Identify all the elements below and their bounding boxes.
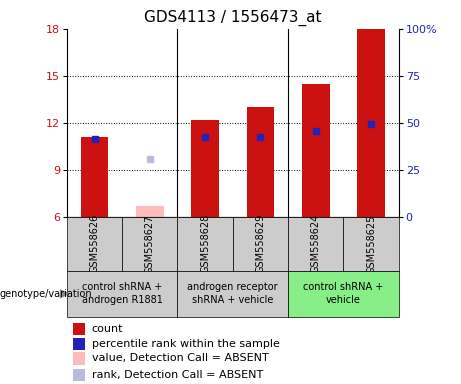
- Text: control shRNA +
androgen R1881: control shRNA + androgen R1881: [82, 282, 163, 305]
- Title: GDS4113 / 1556473_at: GDS4113 / 1556473_at: [144, 10, 322, 26]
- Bar: [302, 84, 330, 217]
- Polygon shape: [60, 289, 70, 299]
- Bar: [73, 323, 85, 335]
- Text: genotype/variation: genotype/variation: [0, 289, 93, 299]
- Bar: [73, 338, 85, 350]
- Bar: [122, 217, 177, 271]
- Bar: [233, 217, 288, 271]
- Bar: [177, 271, 288, 317]
- Bar: [357, 29, 385, 217]
- Text: rank, Detection Call = ABSENT: rank, Detection Call = ABSENT: [92, 369, 263, 380]
- Text: value, Detection Call = ABSENT: value, Detection Call = ABSENT: [92, 353, 268, 364]
- Bar: [288, 217, 343, 271]
- Bar: [67, 271, 177, 317]
- Text: percentile rank within the sample: percentile rank within the sample: [92, 339, 280, 349]
- Bar: [73, 369, 85, 381]
- Bar: [67, 29, 122, 217]
- Bar: [288, 271, 399, 317]
- Bar: [67, 217, 122, 271]
- Text: GSM558624: GSM558624: [311, 214, 321, 273]
- Bar: [288, 29, 343, 217]
- Text: GSM558625: GSM558625: [366, 214, 376, 273]
- Bar: [73, 353, 85, 364]
- Text: androgen receptor
shRNA + vehicle: androgen receptor shRNA + vehicle: [188, 282, 278, 305]
- Text: control shRNA +
vehicle: control shRNA + vehicle: [303, 282, 384, 305]
- Bar: [81, 137, 108, 217]
- Bar: [177, 29, 233, 217]
- Text: GSM558627: GSM558627: [145, 214, 155, 273]
- Bar: [233, 29, 288, 217]
- Bar: [343, 217, 399, 271]
- Bar: [247, 107, 274, 217]
- Bar: [177, 217, 233, 271]
- Text: GSM558629: GSM558629: [255, 214, 266, 273]
- Bar: [343, 29, 399, 217]
- Bar: [191, 120, 219, 217]
- Text: GSM558628: GSM558628: [200, 214, 210, 273]
- Bar: [136, 206, 164, 217]
- Text: count: count: [92, 324, 123, 334]
- Text: GSM558626: GSM558626: [89, 214, 100, 273]
- Bar: [122, 29, 177, 217]
